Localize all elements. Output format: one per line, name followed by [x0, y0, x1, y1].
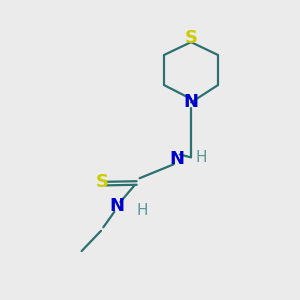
- Text: N: N: [184, 93, 199, 111]
- Text: N: N: [110, 197, 125, 215]
- Text: H: H: [137, 202, 148, 217]
- Text: N: N: [169, 150, 184, 168]
- Text: S: S: [96, 173, 109, 191]
- Text: H: H: [195, 150, 207, 165]
- Text: S: S: [184, 29, 197, 47]
